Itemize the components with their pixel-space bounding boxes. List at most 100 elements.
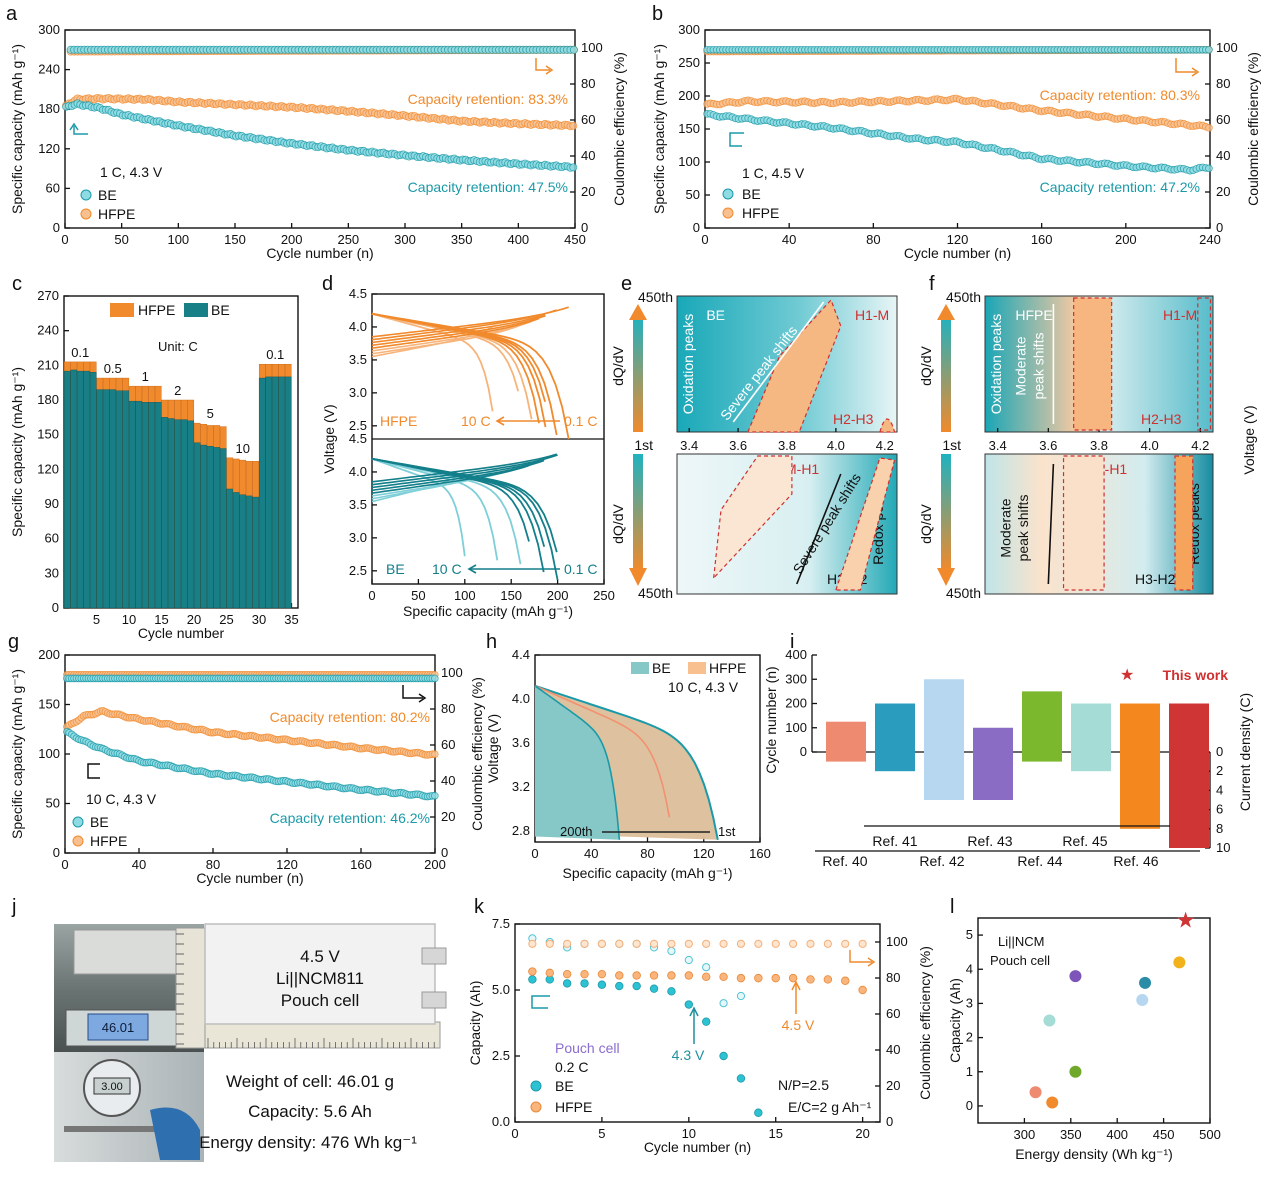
x-tick-label: 0 — [531, 846, 538, 861]
data-point-hfpe — [823, 939, 832, 948]
x-tick-label: 0 — [511, 1126, 518, 1141]
scale-display — [87, 1013, 149, 1041]
discharge-curve — [371, 312, 570, 440]
rate-low: 0.1 C — [564, 413, 597, 429]
data-point-be — [1205, 45, 1213, 54]
dqdv-label: dQ/dV — [918, 346, 934, 386]
data-point-be — [615, 981, 624, 991]
x-tick-label: 200 — [281, 232, 303, 247]
y-tick-label: 7.5 — [492, 916, 510, 931]
bar-be — [148, 402, 156, 609]
y-axis-label: Voltage (V) — [485, 714, 501, 783]
phase-h1m: H1-M — [855, 307, 889, 323]
rate-label: 5 — [207, 406, 214, 421]
np-label: N/P=2.5 — [778, 1077, 829, 1093]
shift-label-top: Moderate — [1013, 336, 1029, 395]
x-tick-label: 3.4 — [680, 438, 698, 453]
y-tick-label: 2.5 — [492, 1048, 510, 1063]
data-point-hfpe — [667, 939, 676, 948]
y2-tick-label: 20 — [886, 1078, 900, 1093]
x-tick-label: 4.2 — [1191, 438, 1209, 453]
ref-label: Ref. 42 — [919, 853, 964, 869]
legend-marker-hfpe — [80, 208, 92, 220]
cycle-1-label: 1st — [718, 824, 736, 839]
colorbar-bottom — [941, 454, 951, 570]
bar-be — [278, 376, 286, 609]
cycle-label-top: 450th — [946, 289, 981, 305]
y2-tick-label: 0 — [441, 845, 448, 860]
data-point-hfpe — [736, 973, 746, 983]
data-point — [1046, 1096, 1059, 1109]
colorbar-top — [941, 316, 951, 432]
colorbar-arrow — [629, 568, 647, 586]
ref-label: Ref. 43 — [967, 833, 1012, 849]
x-tick-label: 160 — [350, 857, 372, 872]
data-point — [1069, 1065, 1082, 1078]
y-tick-label: 150 — [678, 121, 700, 136]
y-tick-label: 50 — [686, 187, 700, 202]
legend-marker-be — [80, 189, 92, 201]
peak-region — [1062, 455, 1105, 591]
y-tick-label: 300 — [38, 22, 60, 37]
weight-label: Weight of cell: 46.01 g — [226, 1072, 394, 1091]
x-tick-label: 160 — [749, 846, 771, 861]
curve-1st — [534, 684, 719, 841]
bar-rate — [1120, 752, 1160, 829]
bar-be — [96, 389, 104, 609]
bar-be — [252, 496, 260, 609]
y-axis-label: Capacity (Ah) — [467, 981, 483, 1066]
y-tick-label: 4 — [966, 961, 973, 976]
panel-letter-f: f — [929, 273, 935, 295]
y2-axis-label: Coulombic efficiency (%) — [611, 52, 627, 206]
data-point-be — [754, 1108, 763, 1117]
x-tick-label: 30 — [252, 612, 266, 627]
panel-letter-i: i — [790, 631, 794, 653]
charge-curve — [371, 306, 569, 338]
data-point-hfpe — [615, 939, 624, 948]
x-tick-label: 150 — [224, 232, 246, 247]
x-tick-label: 300 — [394, 232, 416, 247]
y-tick-label: 3.5 — [349, 497, 367, 512]
cell-label: BE — [706, 307, 725, 323]
data-point-hfpe — [858, 939, 867, 948]
bar-cycles — [924, 679, 964, 752]
data-point-be — [569, 45, 578, 54]
data-point-hfpe — [702, 939, 711, 948]
x-tick-label: 500 — [1199, 1127, 1221, 1142]
legend-marker-hfpe — [72, 835, 84, 847]
data-point-be — [528, 975, 537, 984]
x-tick-label: 400 — [1106, 1127, 1128, 1142]
panel-d-axes: 0 50 100 150 200 2502.53.03.54.04.52.53.03.54… — [321, 286, 615, 619]
bar-rate — [924, 752, 964, 800]
y2-tick-label: 10 — [1216, 840, 1230, 855]
y2-axis-label: Coulombic efficiency (%) — [917, 946, 933, 1100]
rate-high: 10 C — [432, 561, 462, 577]
arrow-right-axis — [1175, 58, 1196, 73]
bar-cycles — [1071, 703, 1111, 752]
charge-curve — [371, 314, 546, 347]
arrow-head — [467, 564, 477, 574]
x-tick-label: 350 — [451, 232, 473, 247]
y-tick-label: 3.2 — [512, 779, 530, 794]
plot-frame — [64, 29, 576, 229]
data-point — [1069, 970, 1082, 983]
x-tick-label: 450 — [564, 232, 586, 247]
x-tick-label: 400 — [507, 232, 529, 247]
y-tick-label: 0 — [53, 220, 60, 235]
y2-tick-label: 60 — [441, 737, 455, 752]
glove — [150, 1107, 200, 1160]
y-tick-label: 100 — [38, 746, 60, 761]
oxidation-label: Oxidation peaks — [680, 314, 696, 414]
y-axis-label: Specific capacity (mAh g⁻¹) — [9, 44, 25, 214]
legend-marker-be — [530, 1080, 542, 1092]
x-tick-label: 15 — [154, 612, 168, 627]
retention-hfpe: Capacity retention: 80.3% — [1040, 87, 1200, 103]
energy-label: Energy density: 476 Wh kg⁻¹ — [199, 1133, 417, 1152]
data-point-hfpe — [597, 969, 607, 979]
x-tick-label: 35 — [284, 612, 298, 627]
charge-curve — [371, 314, 546, 344]
y2-tick-label: 100 — [1216, 40, 1238, 55]
x-axis-label: Energy density (Wh kg⁻¹) — [1015, 1146, 1173, 1162]
x-axis-label: Cycle number (n) — [266, 245, 373, 261]
